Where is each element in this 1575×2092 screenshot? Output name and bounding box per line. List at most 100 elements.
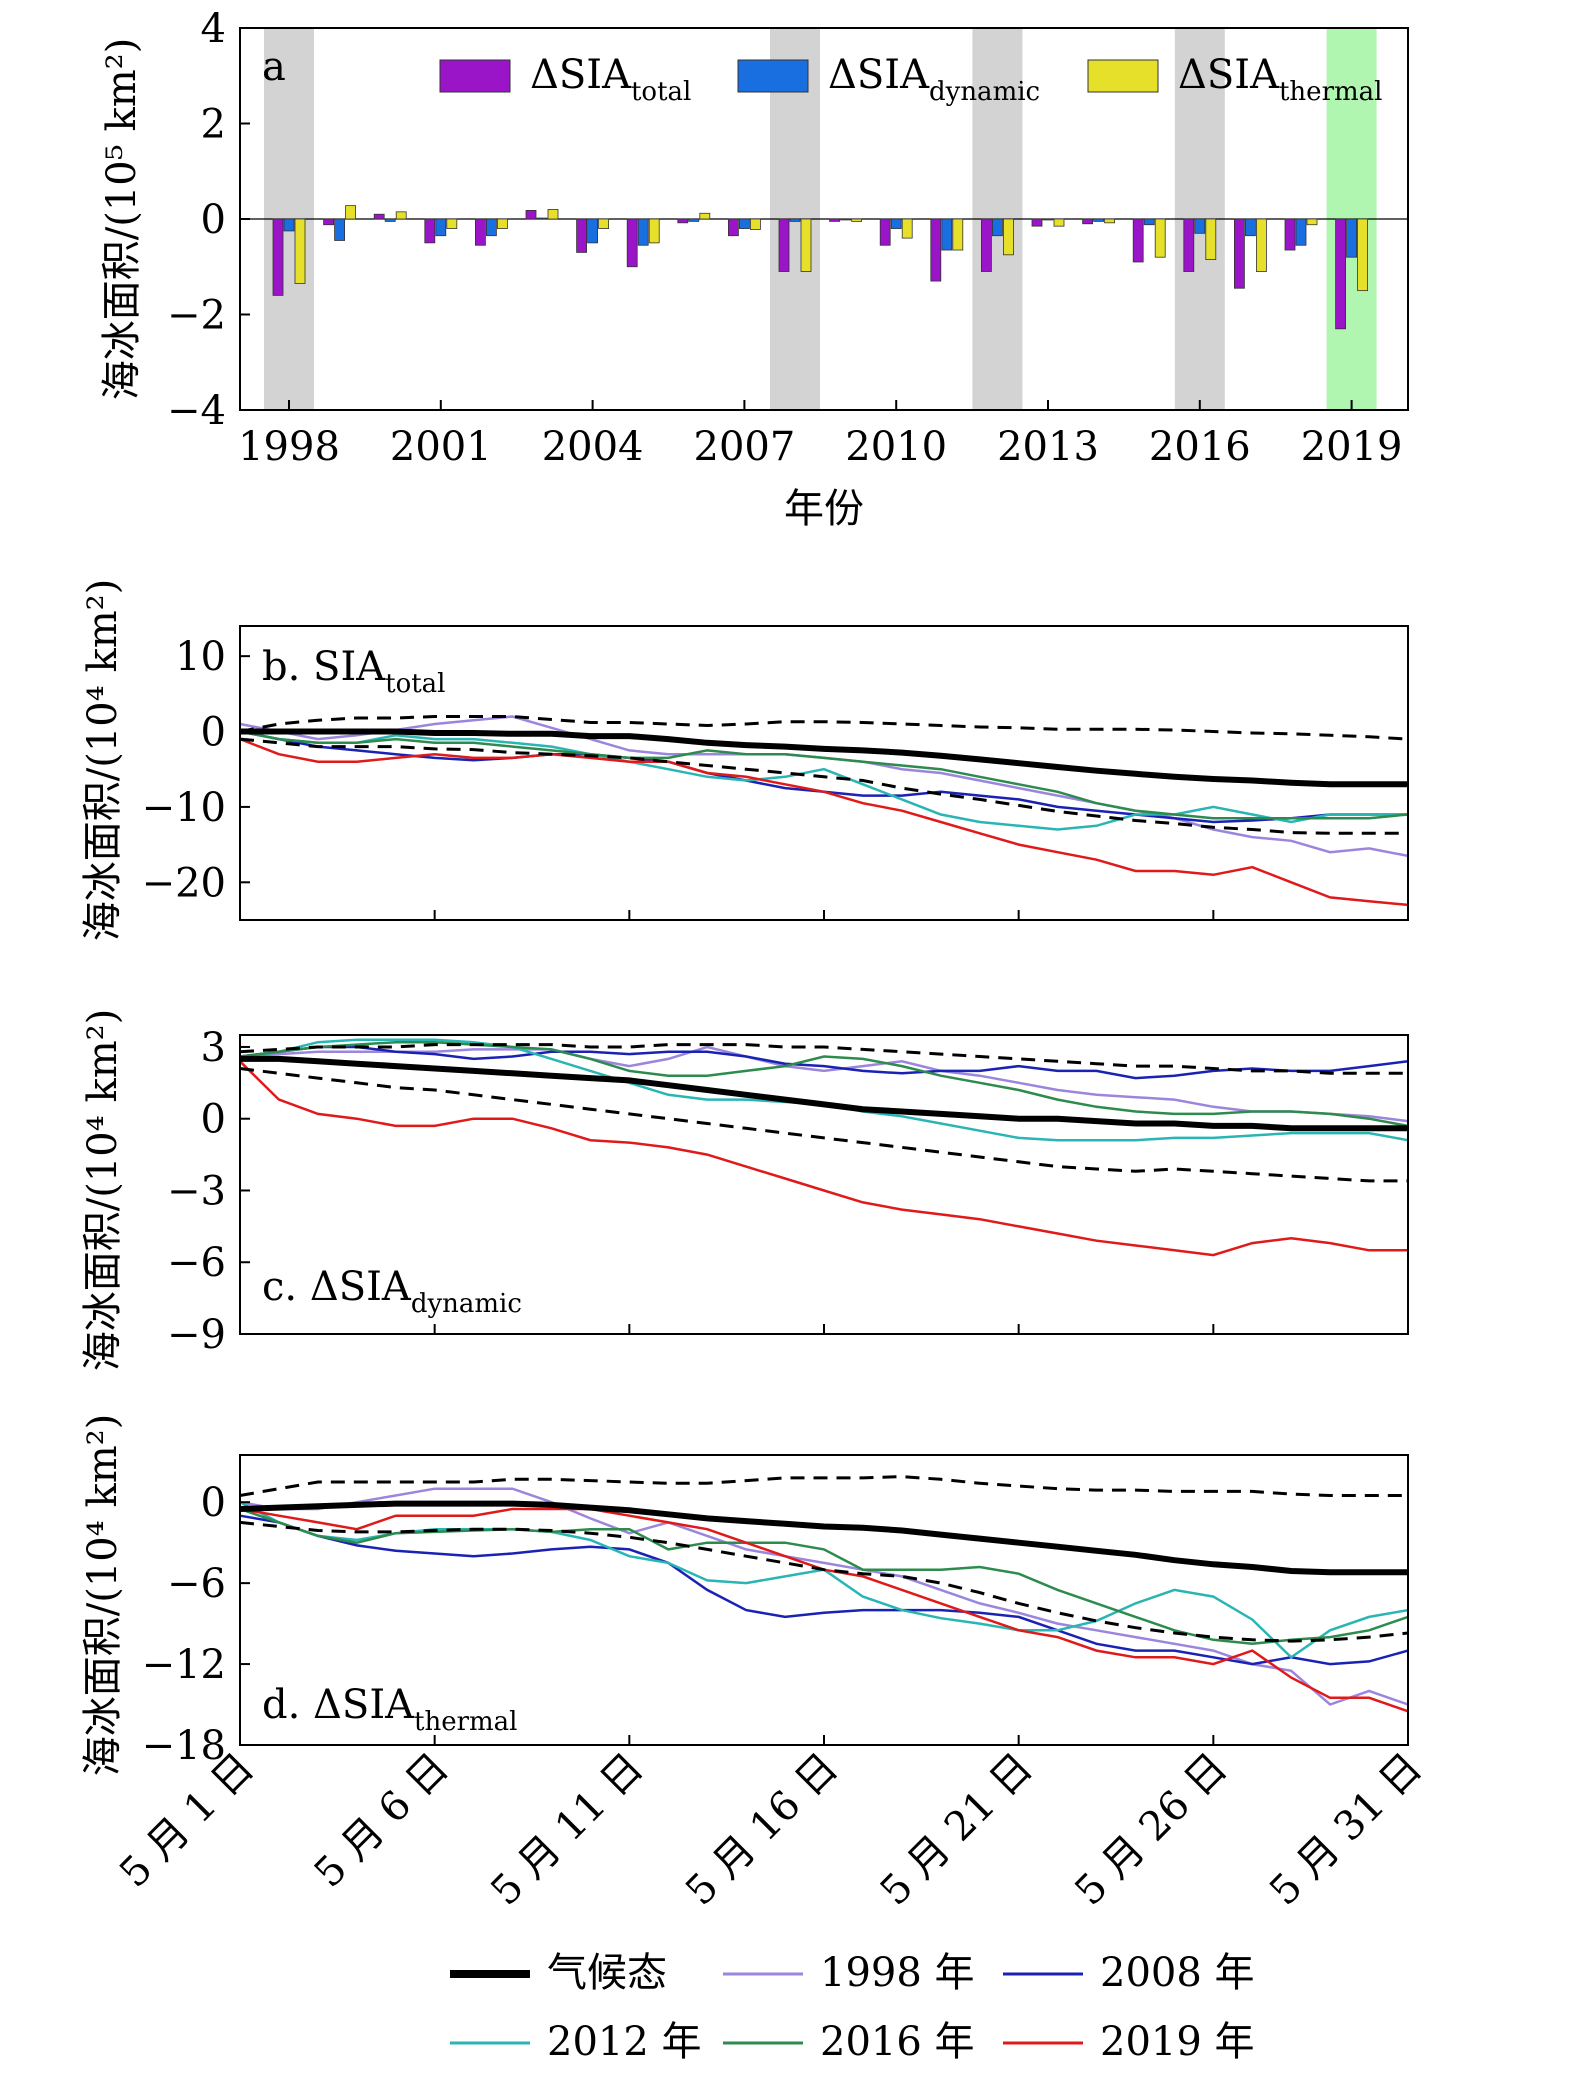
bar-thermal-2010 — [901, 218, 913, 239]
legend-swatch-dynamic — [737, 59, 809, 93]
ytick-label: −12 — [142, 1642, 226, 1688]
ytick-label: −20 — [142, 860, 226, 906]
bar-thermal-2012 — [1003, 218, 1014, 256]
series-line-y1998 — [239, 1045, 1409, 1123]
series-line-y2008 — [239, 1045, 1409, 1080]
bar-dynamic-2003 — [536, 217, 548, 220]
bar-thermal-2002 — [496, 218, 508, 229]
y-axis-title: 海冰面积/(10⁵ km²) — [99, 38, 145, 401]
bar-thermal-1998 — [294, 218, 306, 284]
envelope-line-lower — [239, 737, 1408, 835]
series-line-clim — [239, 1500, 1408, 1576]
bar-thermal-2000 — [395, 211, 407, 220]
bar-thermal-1999 — [345, 205, 357, 220]
series-line-y2019 — [239, 1060, 1408, 1257]
ytick-label: −2 — [167, 293, 226, 339]
ytick-label: 0 — [201, 710, 226, 756]
bar-thermal-2011 — [952, 218, 964, 251]
legend-entry-thermal: ΔSIAthermal — [1178, 52, 1382, 107]
bar-total-2016 — [1183, 218, 1195, 272]
envelope-line-upper — [239, 1043, 1408, 1075]
legend-entry-dynamic-main: ΔSIA — [828, 52, 930, 98]
envelope-line-lower — [239, 1067, 1408, 1183]
bar-dynamic-1999 — [334, 218, 346, 241]
series-line-y2019 — [239, 1507, 1409, 1713]
ytick-label: 0 — [201, 1097, 226, 1143]
bar-dynamic-2000 — [384, 218, 396, 222]
y-axis-title: 海冰面积/(10⁴ km²) — [80, 1414, 126, 1777]
ytick-label: −18 — [142, 1723, 226, 1769]
xtick-label: 2001 — [390, 424, 492, 470]
bar-total-2001 — [424, 218, 436, 244]
xtick-label: 2013 — [997, 424, 1099, 470]
ytick-label: 3 — [201, 1025, 226, 1071]
bar-dynamic-1998 — [283, 218, 295, 232]
xtick-label: 5 月 26 日 — [1066, 1745, 1236, 1915]
ytick-label: 2 — [201, 102, 226, 148]
bar-thermal-2016 — [1205, 218, 1217, 260]
bar-thermal-2003 — [547, 209, 559, 220]
legend-entry-dynamic: ΔSIAdynamic — [828, 52, 1040, 107]
ytick-label: −4 — [167, 388, 226, 434]
panel-label-subscript: thermal — [414, 1707, 517, 1737]
bar-total-2004 — [576, 218, 587, 253]
bar-thermal-2013 — [1053, 218, 1065, 227]
xtick-label: 5 月 31 日 — [1261, 1745, 1431, 1915]
bar-thermal-2008 — [800, 218, 812, 272]
legend-entry-total: ΔSIAtotal — [530, 52, 691, 107]
bar-total-2017 — [1234, 218, 1245, 289]
legend-swatch-total — [439, 59, 511, 93]
bar-total-2015 — [1132, 218, 1144, 263]
panel-label-main: c. ΔSIA — [262, 1264, 412, 1310]
series-line-y2008 — [239, 1514, 1409, 1666]
envelope-line-upper — [239, 1475, 1408, 1497]
bar-dynamic-2004 — [587, 218, 598, 244]
panel-label-main: b. SIA — [262, 644, 386, 690]
bar-dynamic-2016 — [1194, 218, 1206, 234]
legend-label-y2019: 2019 年 — [1100, 2019, 1255, 2065]
panel-a: −4 −2 0 2 4 1998 2001 2004 2007 2010 2013 2016 2019 年… — [99, 6, 1409, 532]
bar-total-2014 — [1082, 218, 1093, 225]
bar-dynamic-2013 — [1042, 218, 1054, 221]
legend-swatch-thermal — [1087, 59, 1159, 93]
legend-label-y2012: 2012 年 — [547, 2019, 702, 2065]
bar-total-2005 — [626, 218, 638, 268]
series-line-y2016 — [239, 730, 1409, 820]
bar-dynamic-2015 — [1143, 218, 1155, 226]
series-line-y2019 — [239, 737, 1409, 907]
ytick-label: 10 — [175, 634, 226, 680]
bar-thermal-2006 — [699, 212, 711, 220]
bar-dynamic-2018 — [1295, 218, 1307, 246]
bar-dynamic-2017 — [1245, 218, 1256, 237]
panel-label-main: d. ΔSIA — [262, 1682, 415, 1728]
panel-label-subscript: total — [385, 669, 445, 699]
bar-total-2003 — [525, 210, 537, 220]
series-line-y1998 — [239, 1487, 1409, 1706]
bar-total-2019 — [1335, 218, 1346, 330]
xtick-label: 5 月 6 日 — [306, 1745, 458, 1897]
panel-b: 10 0 −10 −20 b. SIAtotal 海冰面积/(10⁴ km²) — [80, 579, 1409, 942]
bar-thermal-2018 — [1306, 218, 1318, 226]
ytick-label: −3 — [167, 1168, 226, 1214]
ytick-label: −6 — [167, 1561, 226, 1607]
ytick-label: −9 — [167, 1312, 226, 1358]
bar-thermal-2007 — [750, 218, 761, 230]
bar-total-2013 — [1031, 218, 1043, 227]
bar-thermal-2001 — [446, 218, 458, 229]
legend-entry-dynamic-subscript: dynamic — [929, 77, 1040, 107]
envelope-line-lower — [239, 1520, 1409, 1643]
bar-thermal-2009 — [851, 218, 862, 222]
legend-label-clim: 气候态 — [547, 1950, 667, 1996]
bar-total-2008 — [778, 218, 790, 272]
y-axis-title: 海冰面积/(10⁴ km²) — [80, 579, 126, 942]
bar-total-2007 — [728, 218, 739, 237]
bar-total-2018 — [1284, 218, 1296, 251]
bar-total-2012 — [981, 218, 992, 272]
bar-total-2006 — [677, 218, 689, 224]
ytick-label: 4 — [201, 6, 226, 52]
ytick-label: 0 — [201, 197, 226, 243]
series-line-y2012 — [239, 730, 1408, 831]
xtick-label: 2004 — [542, 424, 644, 470]
series-line-y2016 — [239, 1040, 1409, 1128]
